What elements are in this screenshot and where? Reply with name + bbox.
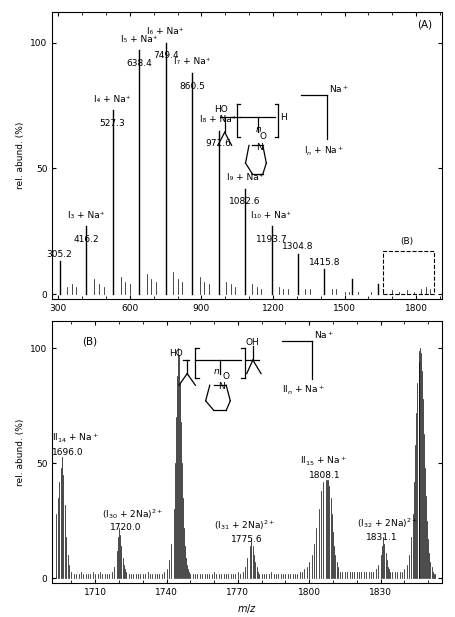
Text: 1696.0: 1696.0 [52,447,84,457]
Y-axis label: rel. abund. (%): rel. abund. (%) [16,122,25,189]
Text: 1415.8: 1415.8 [308,257,339,267]
Text: O: O [259,132,266,141]
Text: N: N [255,143,262,152]
Text: 1304.8: 1304.8 [282,242,313,252]
Text: HO: HO [168,349,182,358]
Text: (A): (A) [416,20,432,30]
Text: 305.2: 305.2 [47,250,72,259]
Text: 638.4: 638.4 [126,59,152,68]
Text: (I$_{32}$ + 2Na)$^{2+}$: (I$_{32}$ + 2Na)$^{2+}$ [356,516,417,530]
Text: I₅ + Na⁺: I₅ + Na⁺ [121,35,157,44]
Text: 1082.6: 1082.6 [229,197,260,206]
Text: I₈ + Na⁺: I₈ + Na⁺ [200,115,236,125]
X-axis label: $m/z$: $m/z$ [237,318,257,332]
Text: 1720.0: 1720.0 [109,523,141,532]
Bar [382,252,433,294]
Text: 971.6: 971.6 [205,139,231,149]
Text: 1808.1: 1808.1 [308,471,340,479]
Text: 860.5: 860.5 [179,81,205,91]
Text: 1831.1: 1831.1 [365,532,397,542]
Text: 1193.7: 1193.7 [255,235,287,244]
Y-axis label: rel. abund. (%): rel. abund. (%) [16,418,25,486]
Text: 416.2: 416.2 [73,235,99,244]
Text: Na$^+$: Na$^+$ [313,329,334,341]
Text: H: H [279,113,286,122]
Text: HO: HO [214,106,228,114]
Text: O: O [222,373,228,381]
Text: II$_n$ + Na$^+$: II$_n$ + Na$^+$ [281,383,324,397]
Text: II$_{14}$ + Na$^+$: II$_{14}$ + Na$^+$ [52,432,99,445]
Text: II$_{15}$ + Na$^+$: II$_{15}$ + Na$^+$ [299,455,346,468]
Text: N: N [217,382,224,391]
Text: 749.4: 749.4 [152,51,178,60]
Text: I₃ + Na⁺: I₃ + Na⁺ [68,211,104,220]
Text: 527.3: 527.3 [100,119,125,128]
X-axis label: $m/z$: $m/z$ [237,602,257,616]
Text: I₄ + Na⁺: I₄ + Na⁺ [94,95,131,104]
Text: I₆ + Na⁺: I₆ + Na⁺ [147,27,183,36]
Text: n: n [213,366,219,376]
Text: I₉ + Na⁺: I₉ + Na⁺ [226,173,263,182]
Text: (B): (B) [399,238,412,246]
Text: OH: OH [245,337,259,347]
Text: I$_n$ + Na$^+$: I$_n$ + Na$^+$ [304,144,344,158]
Text: Na$^+$: Na$^+$ [328,83,348,94]
Text: I₁₀ + Na⁺: I₁₀ + Na⁺ [251,211,291,220]
Text: 1775.6: 1775.6 [230,535,262,544]
Text: I₇ + Na⁺: I₇ + Na⁺ [173,57,210,67]
Text: (B): (B) [81,337,96,347]
Text: (I$_{31}$ + 2Na)$^{2+}$: (I$_{31}$ + 2Na)$^{2+}$ [214,518,275,532]
Text: n: n [255,125,261,135]
Text: (I$_{30}$ + 2Na)$^{2+}$: (I$_{30}$ + 2Na)$^{2+}$ [102,507,163,521]
